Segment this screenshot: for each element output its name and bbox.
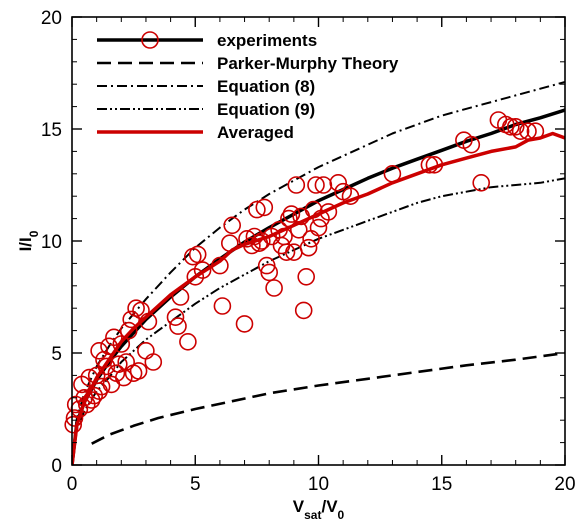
y-axis-title-main: I/I [16, 237, 35, 251]
x-axis-title-mid: /V [321, 497, 338, 516]
experiment-point [501, 118, 520, 136]
x-tick-label: 5 [190, 474, 201, 495]
experiment-point [309, 218, 328, 237]
experiment-point [519, 122, 537, 140]
experiment-point [169, 317, 187, 335]
y-axis-title: I/I0 [16, 230, 41, 251]
y-tick-label: 5 [51, 344, 62, 365]
legend-label: Averaged [217, 123, 294, 142]
experiment-point [341, 187, 360, 205]
y-axis-title-sub: 0 [27, 230, 41, 237]
series-lines [72, 81, 565, 465]
legend-marker [141, 31, 159, 49]
experiment-point [506, 118, 525, 136]
experiment-markers [64, 111, 545, 434]
experiment-point [260, 263, 279, 282]
experiment-point [314, 176, 333, 194]
experiment-point [132, 301, 150, 320]
experiment-point [80, 368, 99, 387]
experiment-point [243, 236, 261, 255]
experiment-point [112, 335, 131, 353]
legend-label: Parker-Murphy Theory [217, 54, 399, 73]
legend-item: Equation (9) [97, 100, 315, 119]
experiment-point [472, 174, 491, 192]
experiment-point [179, 332, 197, 351]
experiment-point [65, 409, 84, 427]
experiment-point [252, 232, 271, 250]
legend-label: experiments [217, 31, 317, 50]
experiment-point [511, 122, 530, 140]
legend-item: experiments [97, 31, 317, 50]
legend: experiments Parker-Murphy Theory Equation … [97, 31, 399, 142]
experiment-point [287, 176, 306, 194]
experiment-point [307, 176, 325, 194]
x-axis-title-main: V [293, 497, 305, 516]
plot-area [64, 81, 565, 465]
y-tick-label: 0 [51, 456, 62, 477]
x-axis-title-sub1: sat [304, 508, 321, 520]
series-line-3 [72, 108, 565, 465]
experiment-point [92, 377, 111, 396]
experiment-point [294, 301, 313, 320]
experiment-point [188, 245, 207, 264]
y-tick-label: 20 [41, 8, 62, 29]
legend-label: Equation (8) [217, 77, 315, 96]
experiment-point [299, 238, 318, 257]
experiment-point [137, 341, 155, 360]
experiment-point [129, 362, 148, 380]
legend-label: Equation (9) [217, 100, 315, 119]
series-line-0 [91, 351, 565, 445]
experiment-point [383, 165, 402, 183]
experiment-point [297, 267, 316, 286]
experiment-point [119, 321, 138, 340]
experiment-point [319, 203, 338, 221]
experiment-point [97, 357, 116, 376]
experiment-point [90, 341, 108, 360]
experiment-point [255, 198, 274, 217]
experiment-point [221, 234, 239, 252]
experiment-point [277, 243, 296, 261]
experiment-point [526, 122, 545, 140]
legend-item: Parker-Murphy Theory [97, 54, 399, 73]
experiment-point [144, 353, 163, 371]
experiment-point [248, 200, 266, 219]
experiment-point [265, 279, 283, 297]
experiment-point [235, 315, 254, 333]
experiment-point [171, 288, 190, 306]
legend-item: Equation (8) [97, 77, 315, 96]
experiment-point [139, 312, 158, 331]
series-line-1 [72, 81, 565, 465]
experiment-point [122, 310, 140, 329]
experiment-point [211, 256, 229, 275]
legend-item: Averaged [97, 123, 294, 142]
experiment-point [289, 221, 308, 239]
experiment-point [329, 174, 348, 192]
experiment-point [420, 156, 439, 174]
x-tick-label: 10 [308, 474, 329, 495]
experiment-point [166, 308, 185, 327]
x-tick-label: 20 [554, 474, 575, 495]
experiment-point [462, 135, 481, 154]
experiment-point [193, 261, 212, 279]
experiment-point [282, 205, 301, 223]
y-tick-label: 15 [41, 120, 62, 141]
x-tick-label: 15 [431, 474, 452, 495]
x-axis-title-sub2: 0 [338, 508, 345, 520]
y-tick-label: 10 [41, 232, 62, 253]
experiment-point [425, 156, 444, 174]
experiment-point [213, 297, 232, 315]
x-tick-label: 0 [67, 474, 78, 495]
experiment-point [223, 216, 241, 235]
x-axis-title: Vsat/V0 [293, 497, 345, 520]
experiment-point [100, 337, 118, 356]
experiment-point [64, 415, 82, 434]
experiment-point [280, 209, 298, 228]
